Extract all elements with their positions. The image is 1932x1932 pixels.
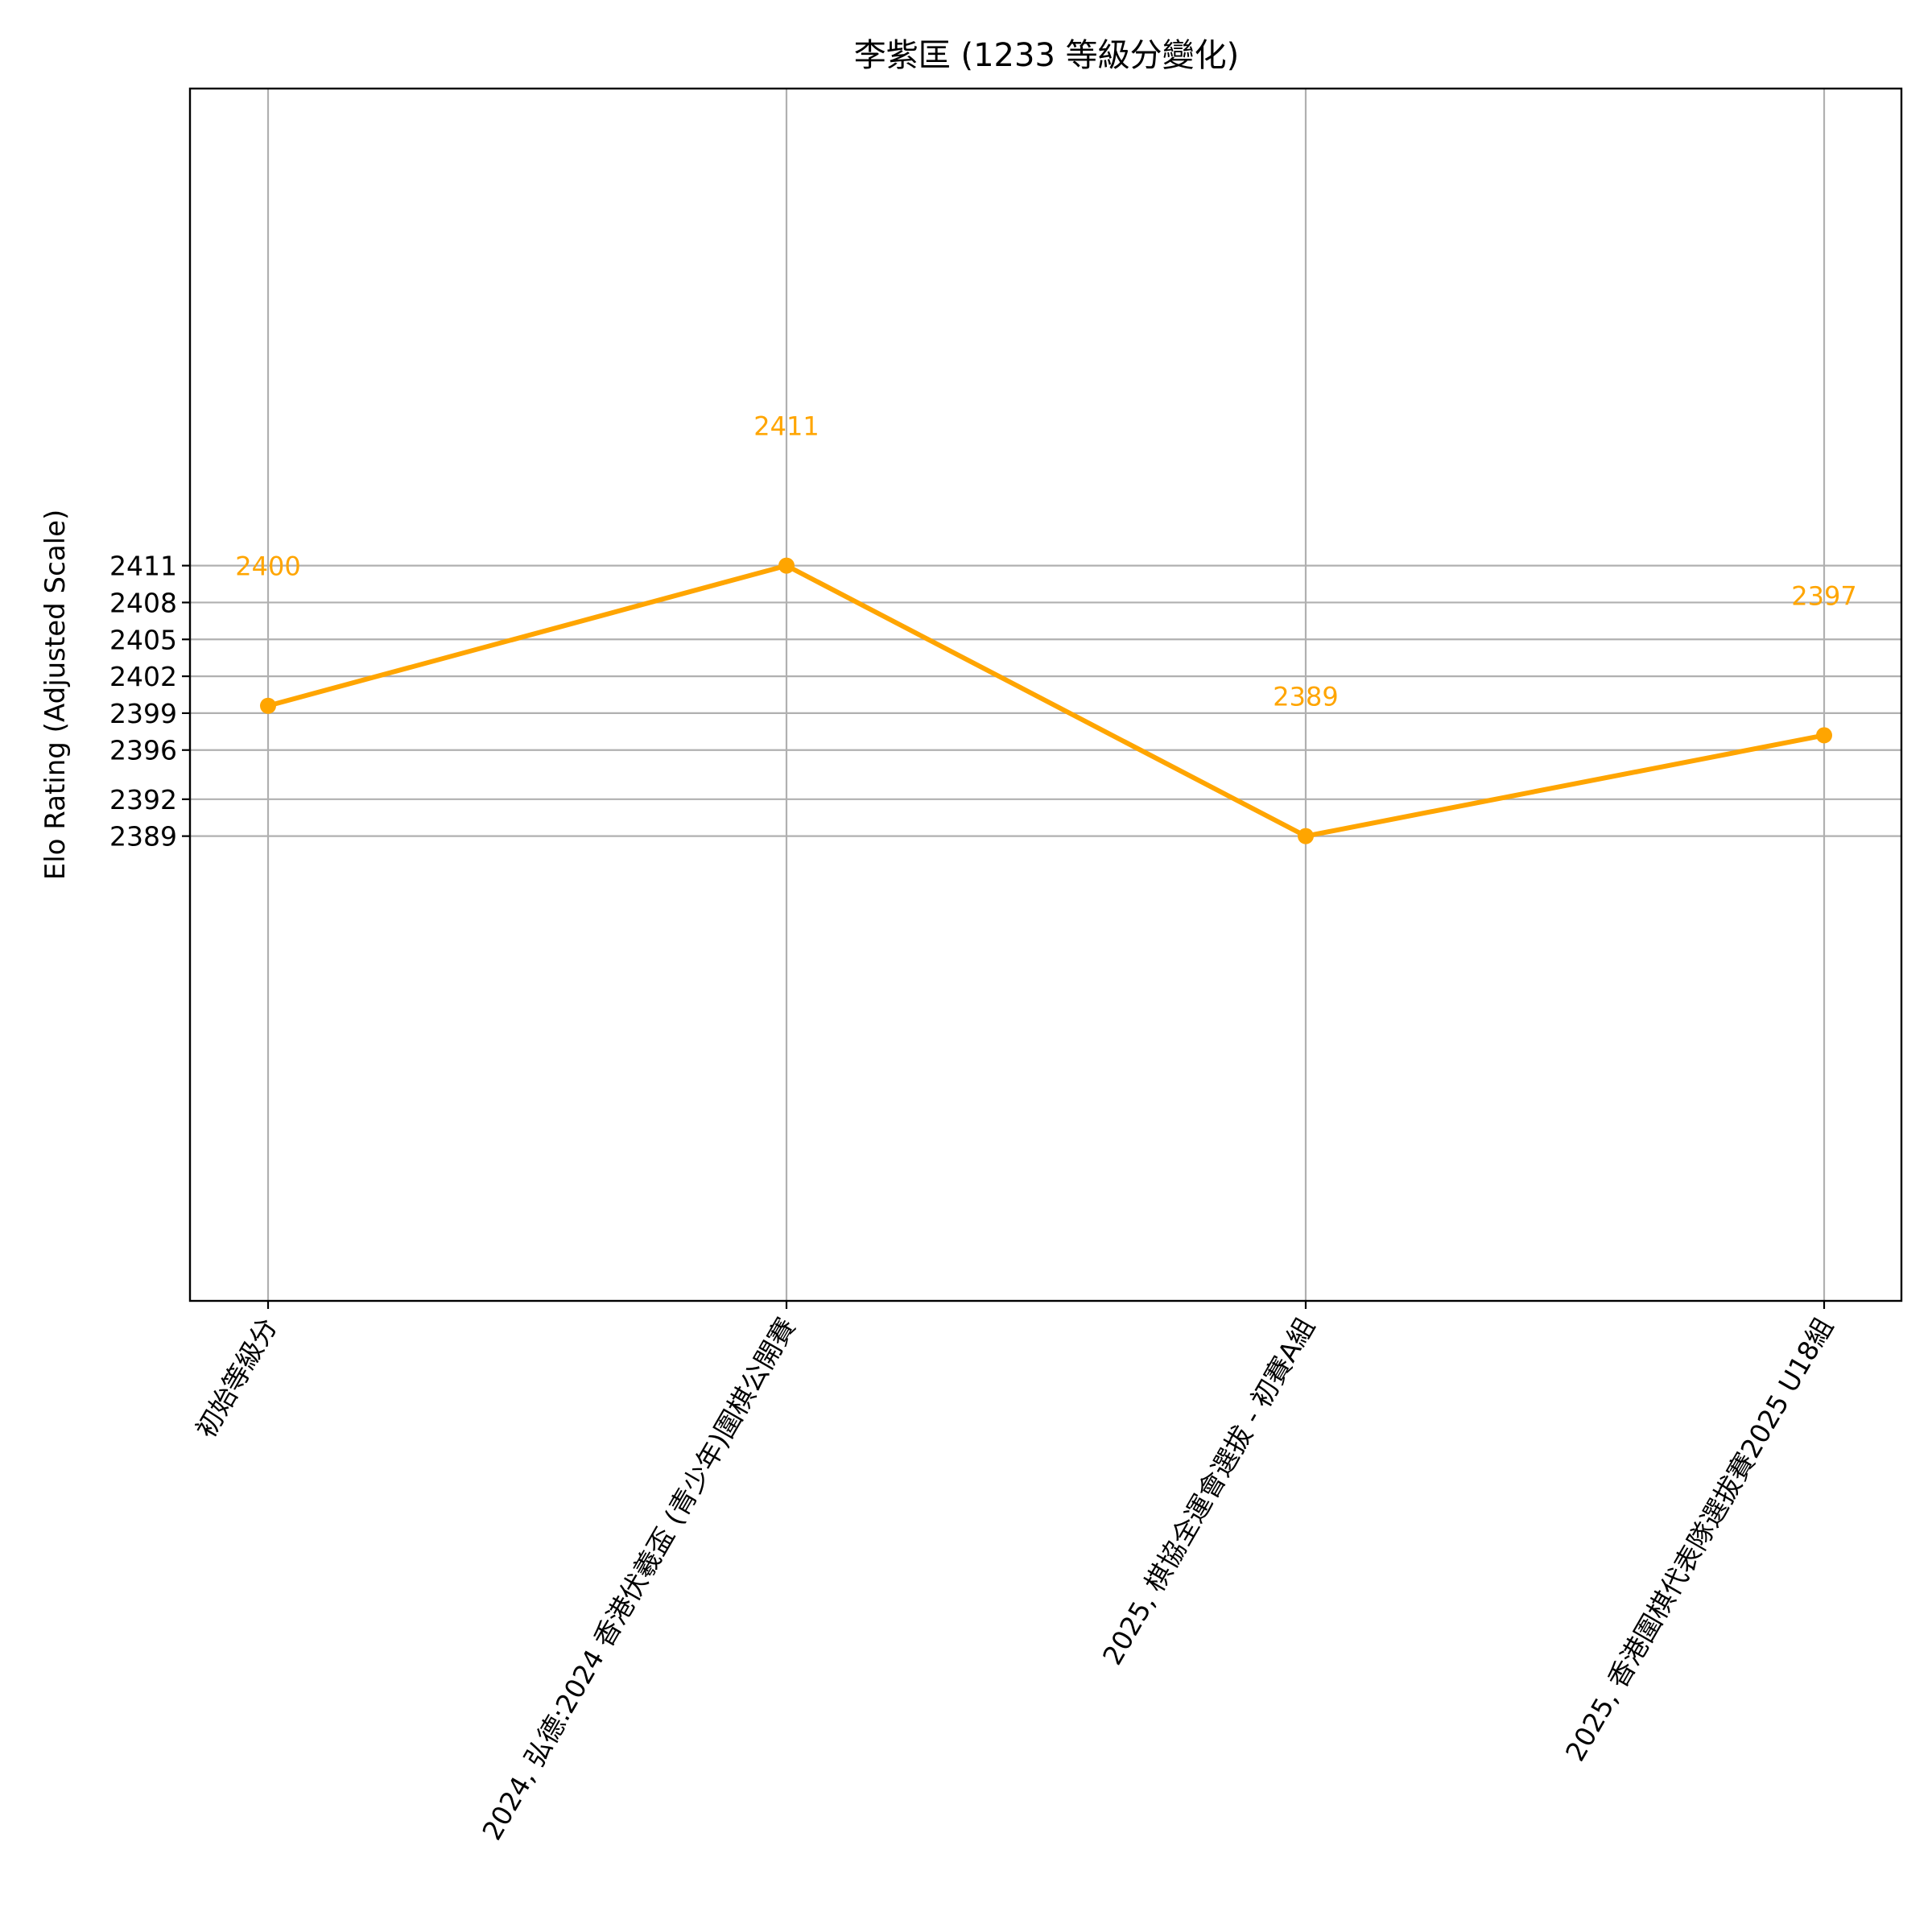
y-tick-label: 2389 (109, 821, 177, 852)
data-label: 2400 (235, 551, 300, 582)
x-tick-label: 2025, 棋協全運會選拔 - 初賽A組 (1096, 1313, 1321, 1670)
data-point (1816, 727, 1832, 744)
y-tick-label: 2408 (109, 587, 177, 618)
data-labels: 2400 2411 2389 2397 (235, 411, 1856, 712)
data-label: 2389 (1273, 682, 1338, 712)
data-label: 2411 (753, 411, 819, 442)
data-label: 2397 (1791, 580, 1856, 611)
x-tick-label: 初始等級分 (190, 1313, 283, 1443)
axes: 2389 2392 2396 2399 2402 2405 2408 2411 初始等級分 202… (109, 551, 1839, 1846)
x-tick-label: 2024, 弘德:2024 香港伏羲盃 (青少年)圍棋公開賽 (476, 1313, 802, 1846)
y-tick-label: 2392 (109, 784, 177, 815)
y-tick-label: 2399 (109, 698, 177, 729)
data-point (1298, 828, 1314, 844)
grid (190, 89, 1901, 1301)
y-tick-label: 2405 (109, 624, 177, 655)
y-tick-label: 2396 (109, 735, 177, 766)
y-tick-label: 2411 (109, 551, 177, 582)
data-point (260, 697, 276, 714)
series-layer (260, 557, 1832, 844)
data-point (778, 557, 795, 574)
x-tick-label: 2025, 香港圍棋代表隊選拔賽2025 U18組 (1559, 1313, 1839, 1767)
y-tick-label: 2402 (109, 661, 177, 692)
y-axis-label: Elo Rating (Adjusted Scale) (39, 510, 72, 881)
series-line (267, 563, 1825, 839)
chart-title: 李紫匡 (1233 等級分變化) (854, 37, 1239, 74)
plot-frame (188, 87, 1903, 1302)
